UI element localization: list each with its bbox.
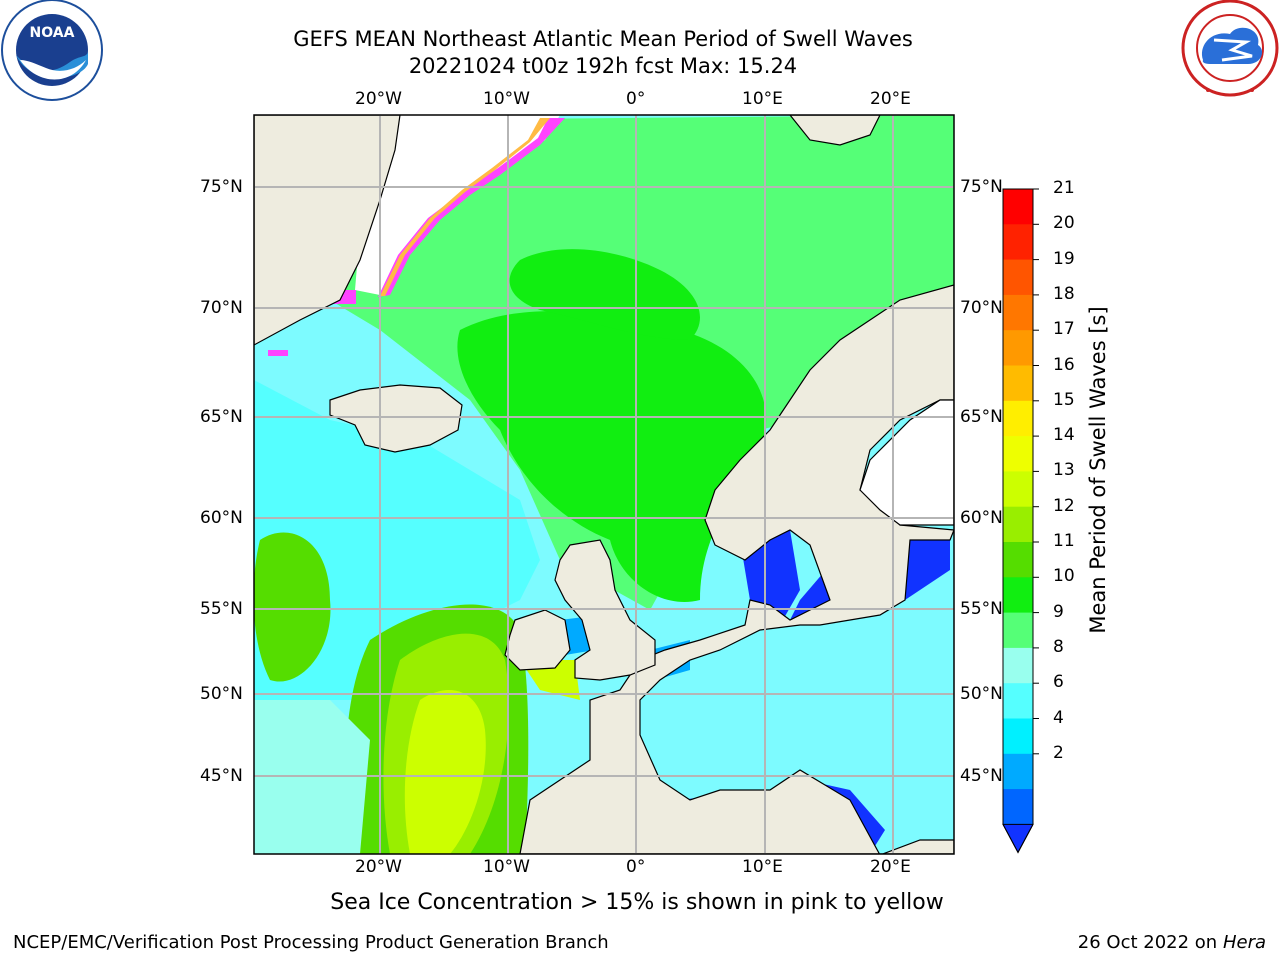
colorbar-tick-label: 18 (1053, 283, 1075, 304)
europe (519, 284, 954, 854)
colorbar-tick-label: 15 (1053, 389, 1075, 410)
lon-label: 10°W (483, 89, 530, 109)
colorbar-segment (1003, 400, 1033, 437)
nws-logo (1181, 0, 1279, 97)
colorbar (1002, 188, 1039, 854)
colorbar-extend-arrow (1002, 823, 1034, 854)
lon-label: 20°E (870, 857, 911, 877)
colorbar-segment (1003, 683, 1033, 719)
colorbar-tick-label: 12 (1053, 495, 1075, 516)
lat-label: 50°N (960, 684, 1003, 704)
lat-label: 70°N (200, 298, 243, 318)
colorbar-tick-label: 2 (1053, 742, 1064, 763)
lat-label: 70°N (960, 298, 1003, 318)
colorbar-segment (1003, 718, 1033, 755)
footer-date: 26 Oct 2022 on Hera (1077, 932, 1266, 953)
lon-label: 20°W (355, 89, 402, 109)
lat-label: 55°N (200, 599, 243, 619)
colorbar-tick-label: 13 (1053, 460, 1075, 481)
lat-label: 45°N (200, 766, 243, 786)
colorbar-segment (1003, 471, 1033, 508)
lat-label: 50°N (200, 684, 243, 704)
colorbar-segment (1003, 542, 1033, 578)
noaa-logo: NOAA (1, 0, 103, 101)
lon-label: 10°W (483, 857, 530, 877)
sea-ice-note: Sea Ice Concentration > 15% is shown in … (330, 890, 944, 915)
lon-label: 10°E (742, 89, 783, 109)
colorbar-tick-label: 9 (1053, 601, 1064, 622)
svalbard (789, 115, 881, 146)
lat-label: 60°N (960, 508, 1003, 528)
lat-label: 75°N (960, 177, 1003, 197)
colorbar-frame (1002, 188, 1034, 854)
colorbar-segment (1003, 789, 1033, 825)
gulf-of-bothnia (859, 399, 954, 526)
lon-label: 20°W (355, 857, 402, 877)
colorbar-segment (1003, 612, 1033, 649)
colorbar-segment (1003, 259, 1033, 296)
map-frame (253, 114, 955, 855)
iceland (329, 384, 463, 453)
colorbar-segment (1003, 189, 1033, 225)
colorbar-segment (1003, 506, 1033, 543)
lat-label: 55°N (960, 599, 1003, 619)
land (254, 115, 954, 854)
colorbar-tick-label: 19 (1053, 248, 1075, 269)
lon-label: 0° (626, 857, 646, 877)
map-title: GEFS MEAN Northeast Atlantic Mean Period… (293, 27, 913, 51)
colorbar-tick-label: 8 (1053, 636, 1064, 657)
lon-label: 20°E (870, 89, 911, 109)
colorbar-tick-label: 14 (1053, 425, 1075, 446)
colorbar-tick-label: 21 (1053, 178, 1075, 198)
colorbar-tick-label: 17 (1053, 319, 1075, 340)
colorbar-segment (1003, 330, 1033, 366)
colorbar-tick-label: 11 (1053, 531, 1075, 551)
lat-label: 75°N (200, 177, 243, 197)
colorbar-segment (1003, 436, 1033, 472)
lon-label: 10°E (742, 857, 783, 877)
colorbar-segment (1003, 577, 1033, 614)
svg-text:NOAA: NOAA (30, 25, 75, 41)
lat-label: 45°N (960, 766, 1003, 786)
lat-label: 60°N (200, 508, 243, 528)
colorbar-segment (1003, 647, 1033, 684)
colorbar-tick-label: 4 (1053, 707, 1064, 728)
lon-label: 0° (626, 89, 646, 109)
colorbar-tick-label: 10 (1053, 566, 1075, 587)
colorbar-tick-label: 20 (1053, 213, 1075, 234)
footer-credit: NCEP/EMC/Verification Post Processing Pr… (13, 932, 609, 953)
map-subtitle: 20221024 t00z 192h fcst Max: 15.24 (408, 54, 798, 78)
colorbar-segment (1003, 753, 1033, 790)
colorbar-title: Mean Period of Swell Waves [s] (1086, 306, 1110, 634)
lat-label: 65°N (960, 407, 1003, 427)
greenland (254, 115, 401, 346)
colorbar-segment (1003, 224, 1033, 261)
colorbar-tick-label: 6 (1053, 672, 1064, 693)
grid (254, 115, 954, 854)
colorbar-segment (1003, 365, 1033, 402)
footer-host: Hera (1222, 932, 1266, 953)
colorbar-tick-label: 16 (1053, 354, 1075, 375)
lat-label: 65°N (200, 407, 243, 427)
colorbar-segment (1003, 294, 1033, 331)
